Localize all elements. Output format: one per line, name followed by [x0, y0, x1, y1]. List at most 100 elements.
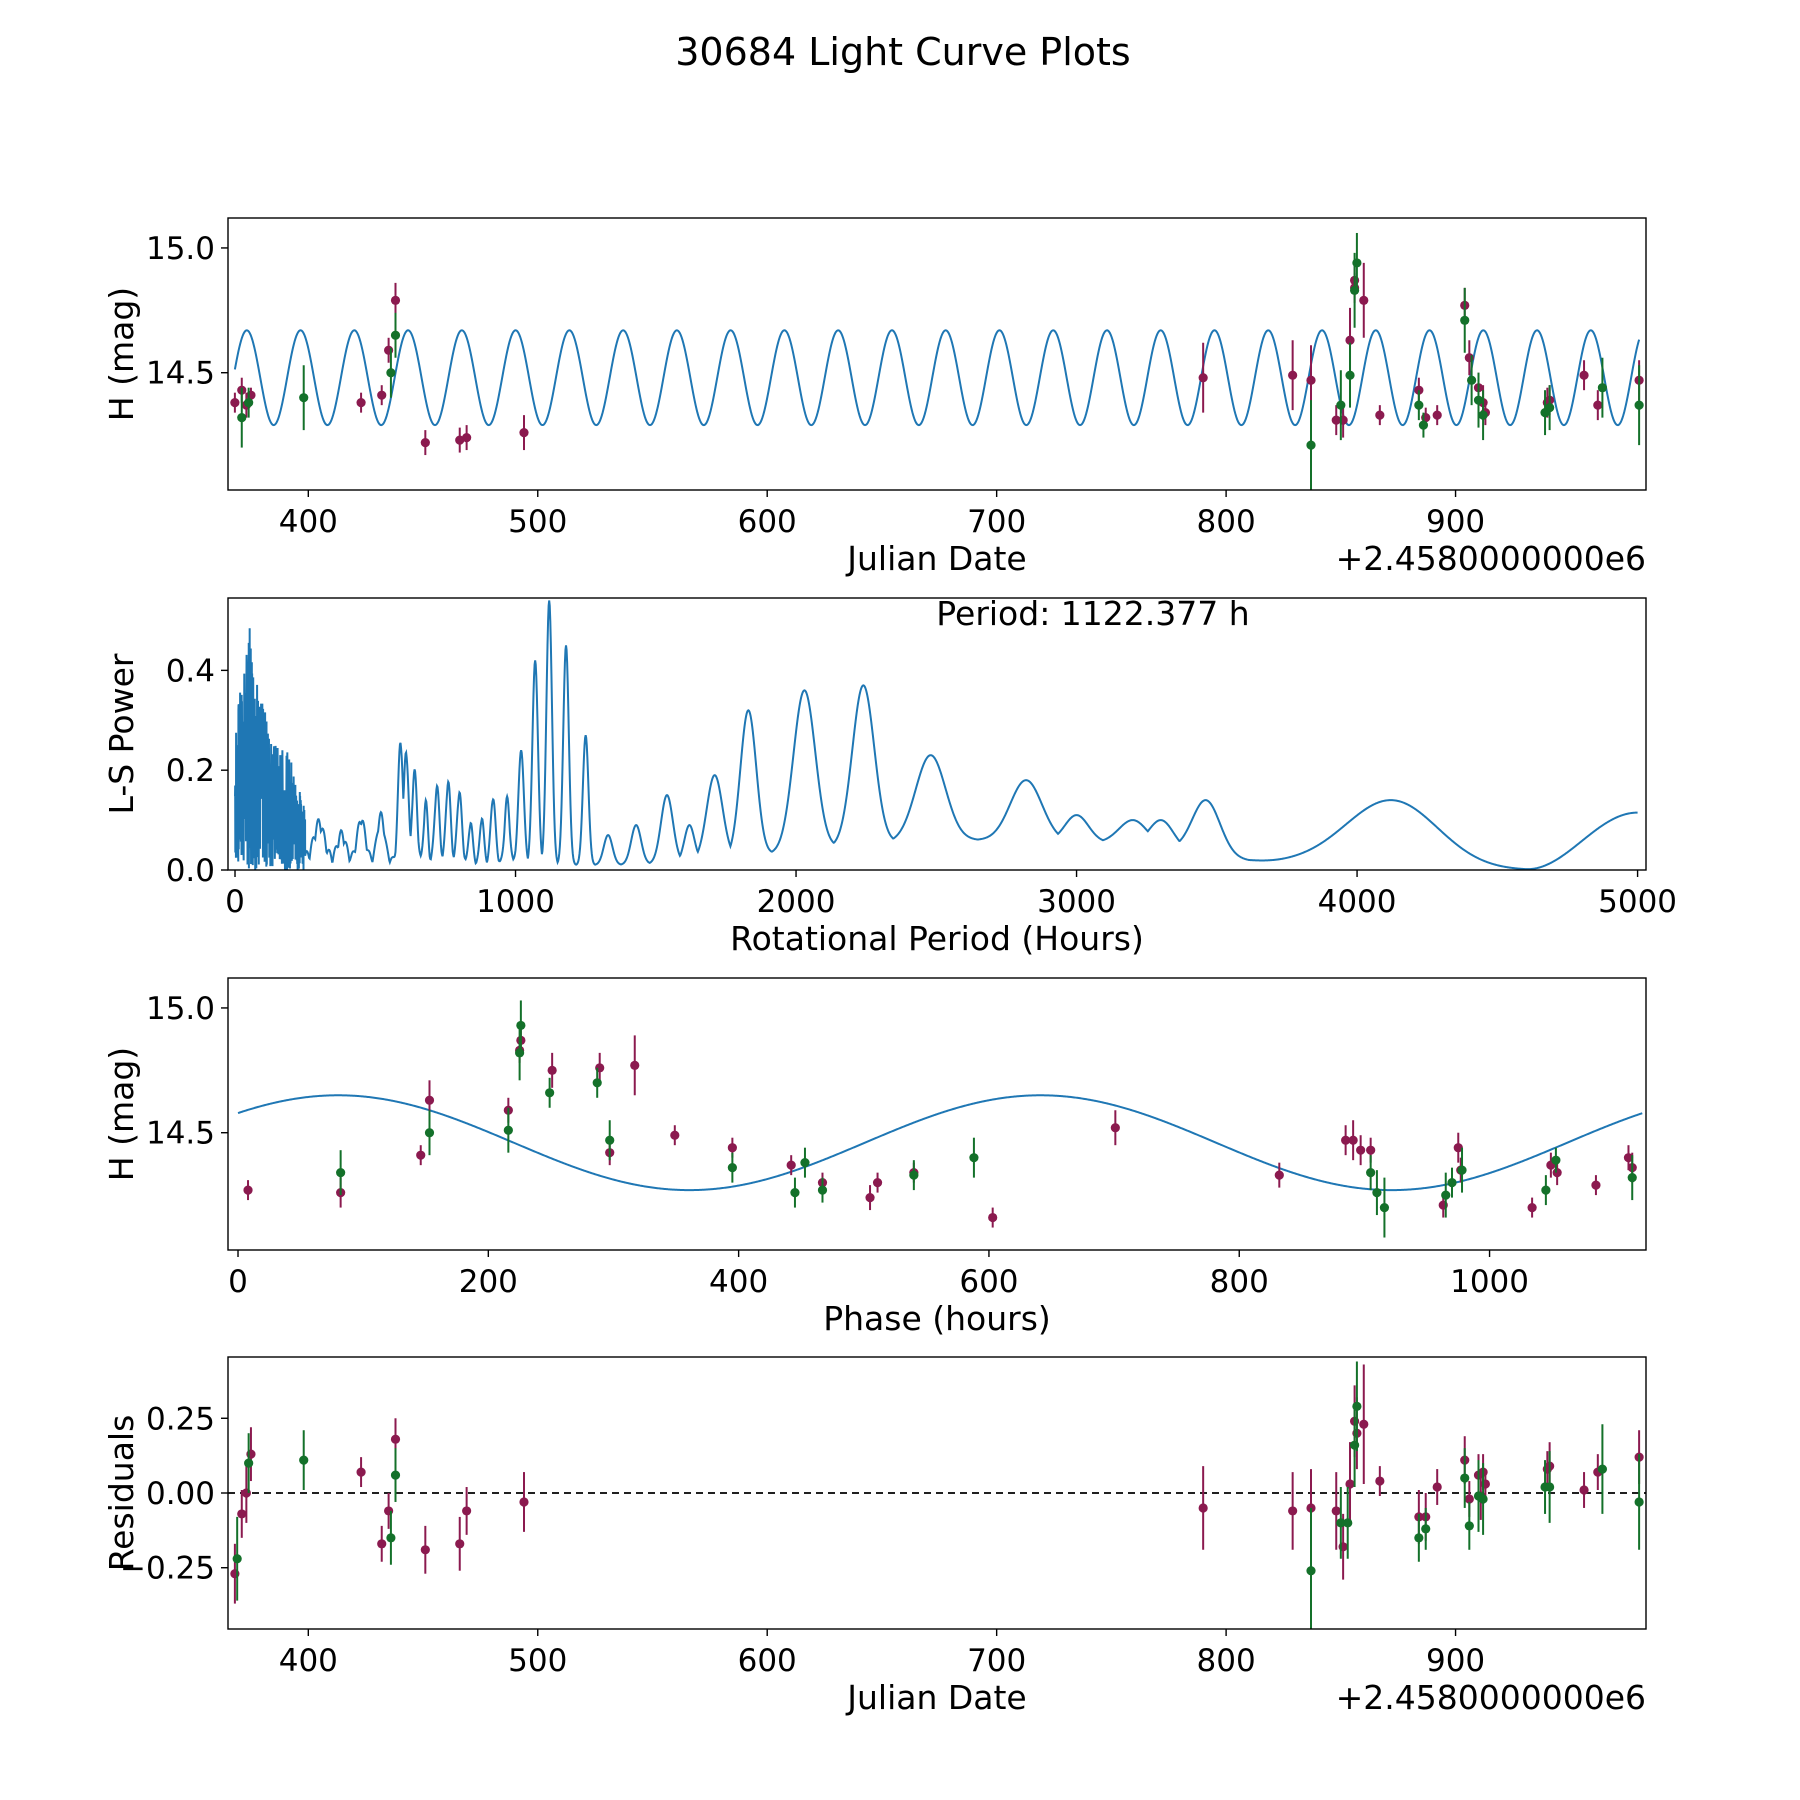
x-tick-label: 0 — [228, 1264, 248, 1300]
x-tick-label: 4000 — [1318, 884, 1397, 920]
data-point — [237, 1509, 247, 1519]
data-point — [519, 428, 529, 438]
data-point — [1464, 1494, 1474, 1504]
data-point — [1372, 1188, 1382, 1198]
y-axis-label: L-S Power — [102, 653, 141, 814]
x-axis-label: Julian Date — [845, 1678, 1027, 1717]
series-filter_a — [243, 1025, 1637, 1228]
y-axis-label: Residuals — [102, 1415, 141, 1572]
residuals-plot-area — [228, 1361, 1646, 1629]
x-tick-label: 3000 — [1037, 884, 1116, 920]
data-point — [1457, 1165, 1467, 1175]
data-point — [1414, 1533, 1424, 1543]
data-point — [424, 1128, 435, 1138]
y-tick-label: 15.0 — [146, 231, 215, 267]
data-point — [1306, 1566, 1316, 1576]
data-point — [230, 398, 240, 408]
data-point — [1366, 1168, 1376, 1178]
data-point — [244, 398, 254, 408]
data-point — [592, 1078, 602, 1088]
data-point — [1375, 410, 1385, 420]
model-fit-curve — [237, 1094, 1643, 1192]
series-filter_b — [336, 1000, 1637, 1238]
data-point — [1343, 1518, 1353, 1528]
y-tick-label: −0.25 — [120, 1551, 215, 1587]
data-point — [390, 1470, 401, 1480]
x-tick-label: 5000 — [1598, 884, 1677, 920]
data-point — [1593, 400, 1603, 410]
x-axis-offset-text: +2.4580000000e6 — [1336, 1678, 1646, 1717]
model-fit-curve — [233, 329, 1641, 427]
x-tick-label: 1000 — [1450, 1264, 1529, 1300]
data-point — [299, 1455, 309, 1465]
data-point — [386, 368, 396, 378]
data-point — [1478, 1494, 1488, 1504]
x-axis-label: Phase (hours) — [823, 1299, 1051, 1338]
data-point — [1306, 375, 1316, 385]
y-tick-label: 0.25 — [146, 1401, 215, 1437]
data-point — [1421, 1524, 1431, 1534]
data-point — [630, 1060, 640, 1070]
data-point — [817, 1185, 828, 1195]
data-point — [1375, 1476, 1385, 1486]
series-filter_b — [237, 232, 1644, 490]
data-point — [232, 1554, 242, 1564]
data-point — [244, 1458, 254, 1468]
data-point — [969, 1153, 979, 1163]
data-point — [1634, 400, 1644, 410]
data-point — [462, 1506, 472, 1516]
phased-axes-frame — [227, 977, 1647, 1251]
data-point — [909, 1170, 919, 1180]
panel-residuals: 400 500 600 700 800 900 −0.25 0.00 0.25 Julian Da… — [102, 1356, 1647, 1717]
data-point — [1551, 1155, 1561, 1165]
data-point — [1447, 1178, 1457, 1188]
panel-periodogram: 0 1000 2000 3000 4000 5000 0.0 0.2 0.4 Rotational… — [102, 594, 1677, 958]
data-point — [356, 398, 366, 408]
data-point — [1441, 1190, 1451, 1200]
data-point — [462, 432, 472, 443]
data-point — [1460, 315, 1470, 325]
series-filter_b — [232, 1361, 1644, 1629]
data-point — [424, 1095, 435, 1105]
x-axis-label: Rotational Period (Hours) — [730, 919, 1144, 958]
panel-phased: 0 200 400 600 800 1000 14.5 15.0 Phase (hours) H … — [102, 977, 1647, 1338]
data-point — [1453, 1143, 1463, 1153]
data-point — [1331, 415, 1341, 425]
data-point — [1306, 440, 1316, 450]
data-point — [790, 1188, 800, 1198]
data-point — [1527, 1202, 1537, 1213]
data-point — [1359, 1419, 1369, 1429]
data-point — [1331, 1506, 1341, 1516]
data-point — [1414, 400, 1424, 410]
x-tick-label: 800 — [1210, 1264, 1269, 1300]
data-point — [1336, 400, 1346, 410]
data-point — [1352, 258, 1362, 268]
data-point — [1288, 1506, 1298, 1516]
x-tick-label: 400 — [709, 1264, 768, 1300]
data-point — [786, 1160, 796, 1170]
y-tick-label: 14.5 — [146, 1116, 215, 1152]
data-point — [299, 393, 309, 403]
data-point — [1460, 1473, 1470, 1483]
data-point — [1473, 395, 1484, 405]
data-point — [1359, 295, 1369, 305]
data-point — [1478, 410, 1488, 420]
x-tick-label: 200 — [459, 1264, 518, 1300]
data-point — [1545, 403, 1555, 413]
y-tick-label: 14.5 — [146, 356, 215, 392]
data-point — [1579, 370, 1589, 380]
x-tick-label: 900 — [1426, 1643, 1485, 1679]
data-point — [516, 1020, 526, 1031]
data-point — [800, 1158, 810, 1168]
data-point — [865, 1192, 875, 1203]
y-axis-label: H (mag) — [102, 287, 141, 421]
data-point — [386, 1533, 396, 1543]
y-axis-label: H (mag) — [102, 1047, 141, 1181]
x-tick-label: 600 — [959, 1264, 1018, 1300]
data-point — [1432, 1482, 1442, 1492]
data-point — [1597, 383, 1608, 393]
data-point — [1467, 375, 1477, 385]
data-point — [1336, 1518, 1346, 1528]
x-tick-label: 500 — [508, 1643, 567, 1679]
